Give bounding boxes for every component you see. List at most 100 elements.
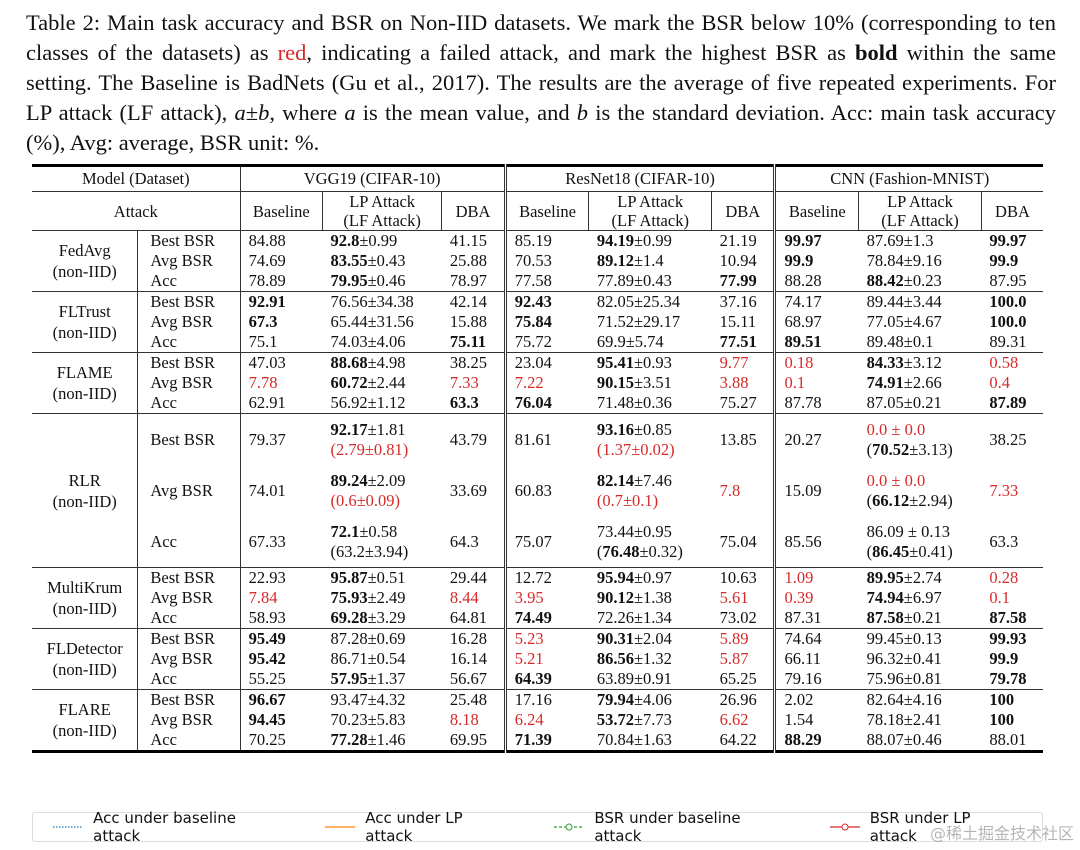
cell-value: 8.18 <box>449 710 479 729</box>
defense-setting: (non-IID) <box>52 660 117 679</box>
cell-bold-value: 87.89 <box>989 393 1027 412</box>
plot-legend: Acc under baseline attack Acc under LP at… <box>32 809 1043 845</box>
cell-bold-value: 95.49 <box>248 629 286 648</box>
cell-bold-value: 57.95 <box>330 669 368 688</box>
value-cell: 25.48 <box>441 689 507 710</box>
value-cell: 65.44±31.56 <box>322 312 441 332</box>
value-cell: 87.28±0.69 <box>322 628 442 649</box>
cell-bold-value: 79.78 <box>989 669 1027 688</box>
cell-value: 43.79 <box>449 429 487 449</box>
cell-value: 42.14 <box>449 292 487 311</box>
value-cell: 93.16±0.85 (1.37±0.02) <box>588 413 712 465</box>
cell-value: 25.48 <box>449 690 487 709</box>
value-cell: 75.84 <box>505 312 589 332</box>
cell-bold-value: 90.12 <box>596 588 634 607</box>
cell-value: 38.25 <box>449 353 487 372</box>
caption-text: Table 2: Main task accuracy and BSR on N… <box>26 10 1056 65</box>
cell-std: ±0.93 <box>633 353 672 372</box>
cell-line: 89.24±2.09 <box>330 471 437 491</box>
value-cell: 74.64 <box>774 628 859 649</box>
value-cell: 75.1 <box>240 332 322 353</box>
table-caption: Table 2: Main task accuracy and BSR on N… <box>26 8 1056 158</box>
table-row: Avg BSR 74.69 83.55±0.43 25.88 70.53 89.12±1.… <box>32 251 1043 271</box>
cell-value: 71.52±29.17 <box>596 312 681 331</box>
cell-value: 5.87 <box>719 649 749 668</box>
results-table: Model (Dataset) VGG19 (CIFAR-10) ResNet18 … <box>32 164 1043 753</box>
caption-text: red <box>277 40 307 65</box>
caption-text: b <box>576 100 589 125</box>
defense-name: RLR <box>68 470 101 490</box>
cell-value: 5.21 <box>514 649 544 668</box>
cell-line: (2.79±0.81) <box>330 440 437 460</box>
value-cell: 84.33±3.12 <box>858 352 982 373</box>
cell-value: 82.64±4.16 <box>866 690 942 709</box>
value-cell: 79.94±4.06 <box>588 689 712 710</box>
cell-value: 33.69 <box>449 480 487 500</box>
metric-label: Avg BSR <box>137 373 241 393</box>
cell-value: 88.28 <box>784 271 822 290</box>
cell-std: ±3.29 <box>367 608 406 627</box>
cell-value: 38.25 <box>989 429 1027 449</box>
cell-value: (63.2±3.94) <box>330 541 409 561</box>
value-cell: 65.25 <box>711 669 777 690</box>
metric-label: Avg BSR <box>137 251 241 271</box>
value-cell: 95.49 <box>240 628 323 649</box>
value-cell: 7.84 <box>240 588 322 608</box>
value-cell: 75.93±2.49 <box>322 588 441 608</box>
cell-std: ±0.32) <box>639 541 683 561</box>
cell-value: 96.32±0.41 <box>866 649 942 668</box>
value-cell: 92.8±0.99 <box>322 230 442 251</box>
cell-bold-value: 60.72 <box>330 373 368 392</box>
value-cell: 89.95±2.74 <box>858 567 982 588</box>
value-cell: 6.24 <box>505 710 589 730</box>
value-cell: 62.91 <box>240 393 322 414</box>
legend-label: Acc under LP attack <box>365 809 463 845</box>
cell-value: 17.16 <box>514 690 552 709</box>
cell-value: 65.25 <box>719 669 757 688</box>
value-cell: 100.0 <box>981 291 1043 312</box>
cell-bold-value: 76.48 <box>602 541 640 561</box>
cell-value: 78.89 <box>248 271 286 290</box>
value-cell: 64.3 <box>441 516 507 568</box>
cell-std: ±0.43 <box>367 251 406 270</box>
value-cell: 74.17 <box>774 291 859 312</box>
cell-value: 0.28 <box>989 568 1019 587</box>
cell-value: 16.28 <box>449 629 487 648</box>
cell-value: 79.16 <box>784 669 822 688</box>
header-model: ResNet18 (CIFAR-10) <box>505 165 777 192</box>
cell-value: 5.23 <box>514 629 544 648</box>
cell-value: 89.44±3.44 <box>866 292 942 311</box>
value-cell: 75.96±0.81 <box>859 669 982 690</box>
metric-label: Avg BSR <box>137 588 241 608</box>
value-cell: 86.56±1.32 <box>589 649 712 669</box>
metric-label: Best BSR <box>137 689 241 710</box>
cell-value: 10.63 <box>719 568 757 587</box>
legend-label: Acc under baseline attack <box>93 809 236 845</box>
value-cell: 88.42±0.23 <box>859 271 982 292</box>
legend-line-icon <box>325 826 356 828</box>
cell-bold-value: 63.3 <box>449 393 479 412</box>
value-cell: 92.43 <box>505 291 589 312</box>
value-cell: 87.58±0.21 <box>859 608 982 629</box>
value-cell: 99.9 <box>981 251 1043 271</box>
value-cell: 81.61 <box>505 413 589 465</box>
value-cell: 87.05±0.21 <box>859 393 982 414</box>
cell-prefix: ( <box>596 541 603 561</box>
cell-bold-value: 95.94 <box>596 568 634 587</box>
cell-value: 85.56 <box>784 531 822 551</box>
caption-text: within the same setting. The Baseline is… <box>26 40 1056 125</box>
cell-value: 5.89 <box>719 629 749 648</box>
cell-std: ±2.66 <box>903 373 942 392</box>
cell-std: ±2.74 <box>903 568 942 587</box>
cell-std: ±2.04 <box>633 629 672 648</box>
cell-bold-value: 79.95 <box>330 271 368 290</box>
value-cell: 56.67 <box>441 669 507 690</box>
caption-text: , indicating a failed attack, and mark t… <box>306 40 855 65</box>
cell-value: 7.22 <box>514 373 544 392</box>
cell-bold-value: 79.94 <box>596 690 634 709</box>
value-cell: 78.89 <box>240 271 322 292</box>
table-row: Acc 70.25 77.28±1.46 69.95 71.39 70.84±1.63 64… <box>32 730 1043 752</box>
value-cell: 99.9 <box>981 649 1043 669</box>
cell-bold-value: 88.68 <box>330 353 368 372</box>
value-cell: 10.94 <box>711 251 777 271</box>
